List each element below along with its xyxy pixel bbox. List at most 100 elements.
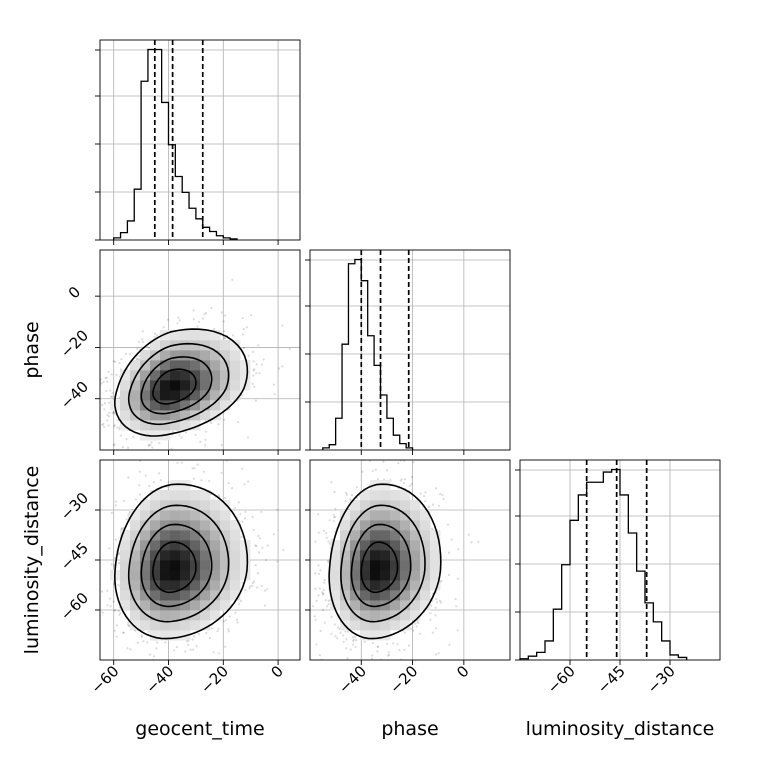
pair-luminosity-distance-vs-phase-density-cell bbox=[410, 600, 421, 611]
pair-phase-vs-geocent-time-density-cell bbox=[150, 410, 161, 421]
pair-luminosity-distance-vs-phase-sample bbox=[441, 493, 444, 497]
pair-phase-vs-geocent-time-density-cell bbox=[220, 350, 231, 361]
pair-luminosity-distance-vs-geocent-time-density-cell bbox=[160, 550, 171, 561]
pair-luminosity-distance-vs-geocent-time-sample bbox=[244, 510, 247, 513]
pair-luminosity-distance-vs-geocent-time-density-cell bbox=[140, 550, 151, 561]
pair-luminosity-distance-vs-geocent-time-sample bbox=[243, 483, 246, 486]
pair-luminosity-distance-vs-geocent-time-density-cell bbox=[190, 620, 201, 631]
pair-luminosity-distance-vs-geocent-time-sample bbox=[224, 619, 228, 622]
pair-luminosity-distance-vs-phase-sample bbox=[344, 630, 347, 633]
pair-luminosity-distance-vs-phase-sample bbox=[372, 457, 374, 459]
pair-luminosity-distance-vs-geocent-time-sample bbox=[101, 590, 104, 593]
pair-luminosity-distance-vs-phase-sample bbox=[382, 460, 385, 463]
pair-luminosity-distance-vs-geocent-time-density-cell bbox=[160, 530, 171, 541]
pair-luminosity-distance-vs-geocent-time-density-cell bbox=[210, 600, 221, 611]
pair-phase-vs-geocent-time-sample bbox=[257, 344, 260, 347]
pair-phase-vs-geocent-time-density-cell bbox=[130, 420, 141, 431]
pair-luminosity-distance-vs-phase-sample bbox=[292, 630, 294, 632]
pair-luminosity-distance-vs-geocent-time-sample bbox=[127, 476, 130, 479]
pair-luminosity-distance-vs-geocent-time-density-cell bbox=[160, 510, 171, 521]
pair-luminosity-distance-vs-phase-sample bbox=[319, 629, 322, 633]
pair-luminosity-distance-vs-phase-density-cell bbox=[350, 590, 361, 601]
pair-luminosity-distance-vs-geocent-time-density-cell bbox=[150, 590, 161, 601]
pair-phase-vs-geocent-time-density-cell bbox=[120, 400, 131, 411]
pair-phase-vs-geocent-time-sample bbox=[223, 418, 226, 421]
pair-luminosity-distance-vs-phase-sample bbox=[434, 606, 437, 609]
pair-luminosity-distance-vs-geocent-time-density-cell bbox=[210, 560, 221, 571]
pair-phase-vs-geocent-time-density-cell bbox=[210, 380, 221, 391]
pair-luminosity-distance-vs-phase-density-cell bbox=[340, 610, 351, 621]
pair-phase-vs-geocent-time-sample bbox=[204, 438, 207, 441]
pair-luminosity-distance-vs-phase-sample bbox=[318, 587, 321, 590]
pair-luminosity-distance-vs-geocent-time-sample bbox=[122, 631, 125, 634]
pair-luminosity-distance-vs-geocent-time-density-cell bbox=[150, 620, 161, 631]
pair-luminosity-distance-vs-phase-sample bbox=[311, 605, 314, 608]
pair-phase-vs-geocent-time-density-cell bbox=[180, 400, 191, 411]
pair-phase-vs-geocent-time-density-cell bbox=[120, 370, 131, 381]
pair-phase-vs-geocent-time-sample bbox=[260, 363, 264, 366]
pair-luminosity-distance-vs-phase-sample bbox=[325, 532, 328, 535]
pair-luminosity-distance-vs-geocent-time-sample bbox=[192, 648, 195, 651]
pair-luminosity-distance-vs-phase-density-cell bbox=[340, 580, 351, 591]
pair-phase-vs-geocent-time-sample bbox=[108, 401, 111, 404]
pair-phase-vs-geocent-time-content bbox=[100, 278, 291, 450]
pair-luminosity-distance-vs-phase-density-cell bbox=[360, 560, 371, 571]
pair-phase-vs-geocent-time-sample bbox=[158, 442, 161, 445]
pair-luminosity-distance-vs-geocent-time-density-cell bbox=[190, 520, 201, 531]
pair-luminosity-distance-vs-phase-sample bbox=[333, 623, 336, 626]
pair-luminosity-distance-vs-phase-density-cell bbox=[350, 620, 361, 631]
pair-luminosity-distance-vs-geocent-time-density-cell bbox=[170, 550, 181, 561]
pair-phase-vs-geocent-time-sample bbox=[147, 347, 151, 350]
pair-luminosity-distance-vs-geocent-time-density-cell bbox=[140, 620, 151, 631]
pair-phase-vs-geocent-time-sample bbox=[154, 332, 157, 335]
pair-phase-vs-geocent-time-sample bbox=[241, 317, 244, 320]
pair-luminosity-distance-vs-geocent-time-density-cell bbox=[230, 580, 241, 591]
pair-luminosity-distance-vs-phase-sample bbox=[410, 476, 413, 479]
pair-luminosity-distance-vs-geocent-time-sample bbox=[106, 604, 109, 607]
pair-luminosity-distance-vs-phase-sample bbox=[440, 580, 443, 583]
pair-phase-vs-geocent-time-sample bbox=[124, 352, 127, 355]
pair-luminosity-distance-vs-geocent-time-sample bbox=[254, 564, 257, 567]
pair-luminosity-distance-vs-geocent-time-sample bbox=[191, 638, 194, 641]
pair-phase-vs-geocent-time-density-cell bbox=[150, 400, 161, 411]
pair-phase-vs-geocent-time-density-cell bbox=[140, 350, 151, 361]
pair-luminosity-distance-vs-geocent-time-sample bbox=[125, 518, 128, 521]
pair-phase-vs-geocent-time-sample bbox=[242, 347, 246, 350]
pair-luminosity-distance-vs-phase-sample bbox=[328, 519, 331, 522]
pair-luminosity-distance-vs-phase-sample bbox=[450, 538, 453, 541]
pair-phase-vs-geocent-time-density-cell bbox=[160, 330, 171, 341]
pair-luminosity-distance-vs-phase-density-cell bbox=[370, 530, 381, 541]
pair-luminosity-distance-vs-phase-density-cell bbox=[410, 580, 421, 591]
pair-luminosity-distance-vs-geocent-time-sample bbox=[187, 643, 190, 646]
pair-phase-vs-geocent-time-sample bbox=[105, 389, 108, 393]
pair-phase-vs-geocent-time-density-cell bbox=[220, 370, 231, 381]
pair-luminosity-distance-vs-geocent-time-sample bbox=[220, 471, 223, 474]
pair-phase-vs-geocent-time-sample bbox=[111, 392, 114, 395]
pair-luminosity-distance-vs-phase-density-cell bbox=[360, 510, 371, 521]
hist-phase-frame bbox=[309, 249, 511, 451]
pair-luminosity-distance-vs-phase-sample bbox=[416, 620, 419, 623]
pair-luminosity-distance-vs-geocent-time-sample bbox=[114, 609, 117, 612]
pair-luminosity-distance-vs-phase-sample bbox=[396, 643, 399, 646]
pair-luminosity-distance-vs-geocent-time-sample bbox=[227, 630, 230, 633]
pair-phase-vs-geocent-time-sample bbox=[253, 368, 256, 371]
pair-luminosity-distance-vs-geocent-time-density-cell bbox=[190, 510, 201, 521]
pair-luminosity-distance-vs-phase-density-cell bbox=[410, 550, 421, 561]
pair-luminosity-distance-vs-phase-sample bbox=[387, 654, 390, 657]
pair-luminosity-distance-vs-phase-density bbox=[330, 480, 441, 641]
pair-luminosity-distance-vs-geocent-time-sample bbox=[222, 620, 225, 623]
pair-phase-vs-geocent-time-sample bbox=[138, 354, 141, 358]
pair-luminosity-distance-vs-geocent-time-sample bbox=[138, 493, 142, 496]
pair-luminosity-distance-vs-phase-sample bbox=[350, 493, 353, 497]
pair-luminosity-distance-vs-geocent-time-sample bbox=[241, 581, 244, 584]
pair-luminosity-distance-vs-geocent-time-sample bbox=[193, 635, 196, 638]
pair-luminosity-distance-vs-phase-density-cell bbox=[410, 560, 421, 571]
pair-luminosity-distance-vs-phase-sample bbox=[437, 652, 440, 655]
pair-luminosity-distance-vs-phase-density-cell bbox=[390, 590, 401, 601]
pair-luminosity-distance-vs-geocent-time-sample bbox=[234, 611, 237, 614]
pair-luminosity-distance-vs-phase-sample bbox=[345, 493, 348, 496]
pair-phase-vs-geocent-time-sample bbox=[288, 347, 291, 350]
pair-luminosity-distance-vs-geocent-time-density-cell bbox=[190, 530, 201, 541]
pair-luminosity-distance-vs-geocent-time-density-cell bbox=[180, 580, 191, 591]
pair-phase-vs-geocent-time-sample bbox=[230, 400, 233, 403]
